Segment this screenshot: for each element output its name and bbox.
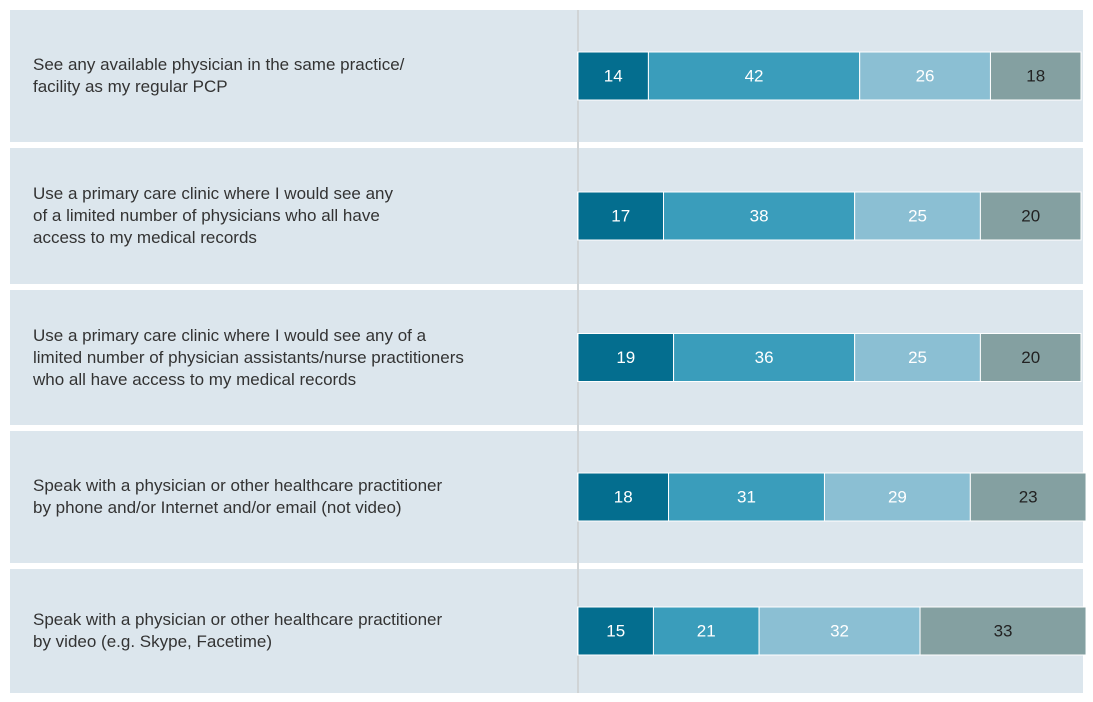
bar-segment: [577, 472, 670, 522]
value-label: 42: [745, 66, 764, 85]
bar-segment: [989, 51, 1082, 101]
bar-segment: [668, 472, 825, 522]
value-label: 17: [611, 206, 630, 225]
bar-segment: [577, 333, 675, 382]
value-label: 33: [994, 621, 1013, 640]
bar-segment: [979, 333, 1082, 382]
category-label: Use a primary care clinic where I would …: [33, 325, 464, 389]
value-label: 25: [908, 206, 927, 225]
value-label: 31: [737, 487, 756, 506]
value-label: 32: [830, 621, 849, 640]
value-label: 36: [755, 348, 774, 367]
bar-segment: [663, 191, 856, 241]
category-label: See any available physician in the same …: [33, 55, 405, 96]
category-label: Speak with a physician or other healthca…: [33, 610, 443, 651]
value-label: 29: [888, 487, 907, 506]
bar-segment: [652, 606, 760, 656]
category-label: Use a primary care clinic where I would …: [33, 184, 393, 247]
row-left-bg: [10, 148, 577, 284]
value-label: 38: [750, 206, 769, 225]
value-label: 18: [1026, 66, 1045, 85]
bar-segment: [919, 606, 1087, 656]
value-label: 23: [1019, 487, 1038, 506]
row-left-bg: [10, 569, 577, 693]
bar-segment: [969, 472, 1087, 522]
row-left-bg: [10, 290, 577, 425]
value-label: 21: [697, 621, 716, 640]
value-label: 20: [1021, 206, 1040, 225]
value-label: 20: [1021, 348, 1040, 367]
value-label: 15: [606, 621, 625, 640]
value-label: 26: [916, 66, 935, 85]
row-left-bg: [10, 10, 577, 142]
bar-segment: [673, 333, 856, 382]
value-label: 14: [604, 66, 623, 85]
bar-segment: [577, 191, 665, 241]
bar-segment: [979, 191, 1082, 241]
bar-segment: [854, 191, 981, 241]
value-label: 25: [908, 348, 927, 367]
bar-segment: [577, 51, 649, 101]
bar-segment: [577, 606, 654, 656]
value-label: 18: [614, 487, 633, 506]
bar-segment: [758, 606, 921, 656]
bar-segment: [647, 51, 861, 101]
bar-segment: [823, 472, 971, 522]
value-label: 19: [616, 348, 635, 367]
row-left-bg: [10, 431, 577, 563]
category-label: Speak with a physician or other healthca…: [33, 476, 443, 517]
